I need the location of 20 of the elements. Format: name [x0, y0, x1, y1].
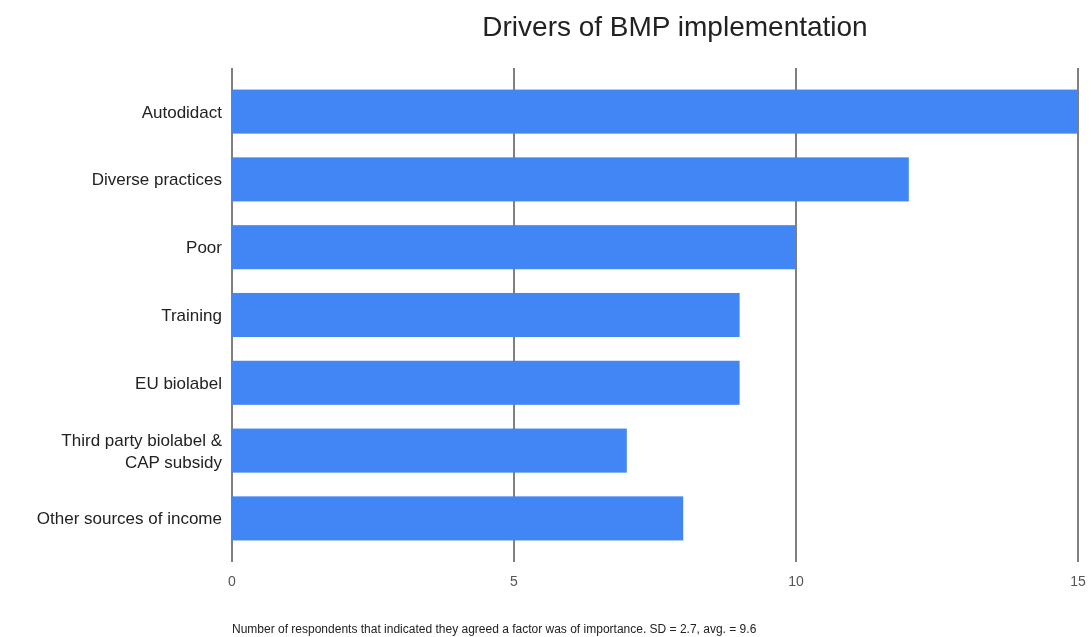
bar — [232, 157, 909, 202]
y-tick-label: Third party biolabel & CAP subsidy — [61, 430, 223, 472]
y-tick-label: Training — [161, 306, 222, 325]
y-tick-label: Other sources of income — [36, 509, 222, 529]
x-axis-title: Number of respondents that indicated they agreed a factor was of importance. SD = 2.7, avg. = 9.6 — [232, 622, 757, 636]
bar — [232, 292, 740, 338]
x-tick-label: 15 — [1070, 573, 1086, 589]
bar — [232, 428, 627, 473]
bar — [232, 496, 684, 541]
y-tick-label: Autodidact — [141, 102, 223, 122]
y-tick-label: Poor — [186, 238, 223, 258]
x-tick-label: 5 — [510, 573, 519, 589]
x-tick-label: 0 — [228, 573, 237, 589]
bar — [232, 225, 796, 270]
bar — [232, 360, 740, 405]
y-tick-label: EU biolabel — [135, 373, 222, 393]
x-tick-label: 10 — [788, 573, 804, 589]
bar — [232, 89, 1078, 134]
y-tick-label: Diverse practices — [91, 170, 222, 190]
chart-title: Drivers of BMP implementation — [482, 11, 868, 42]
